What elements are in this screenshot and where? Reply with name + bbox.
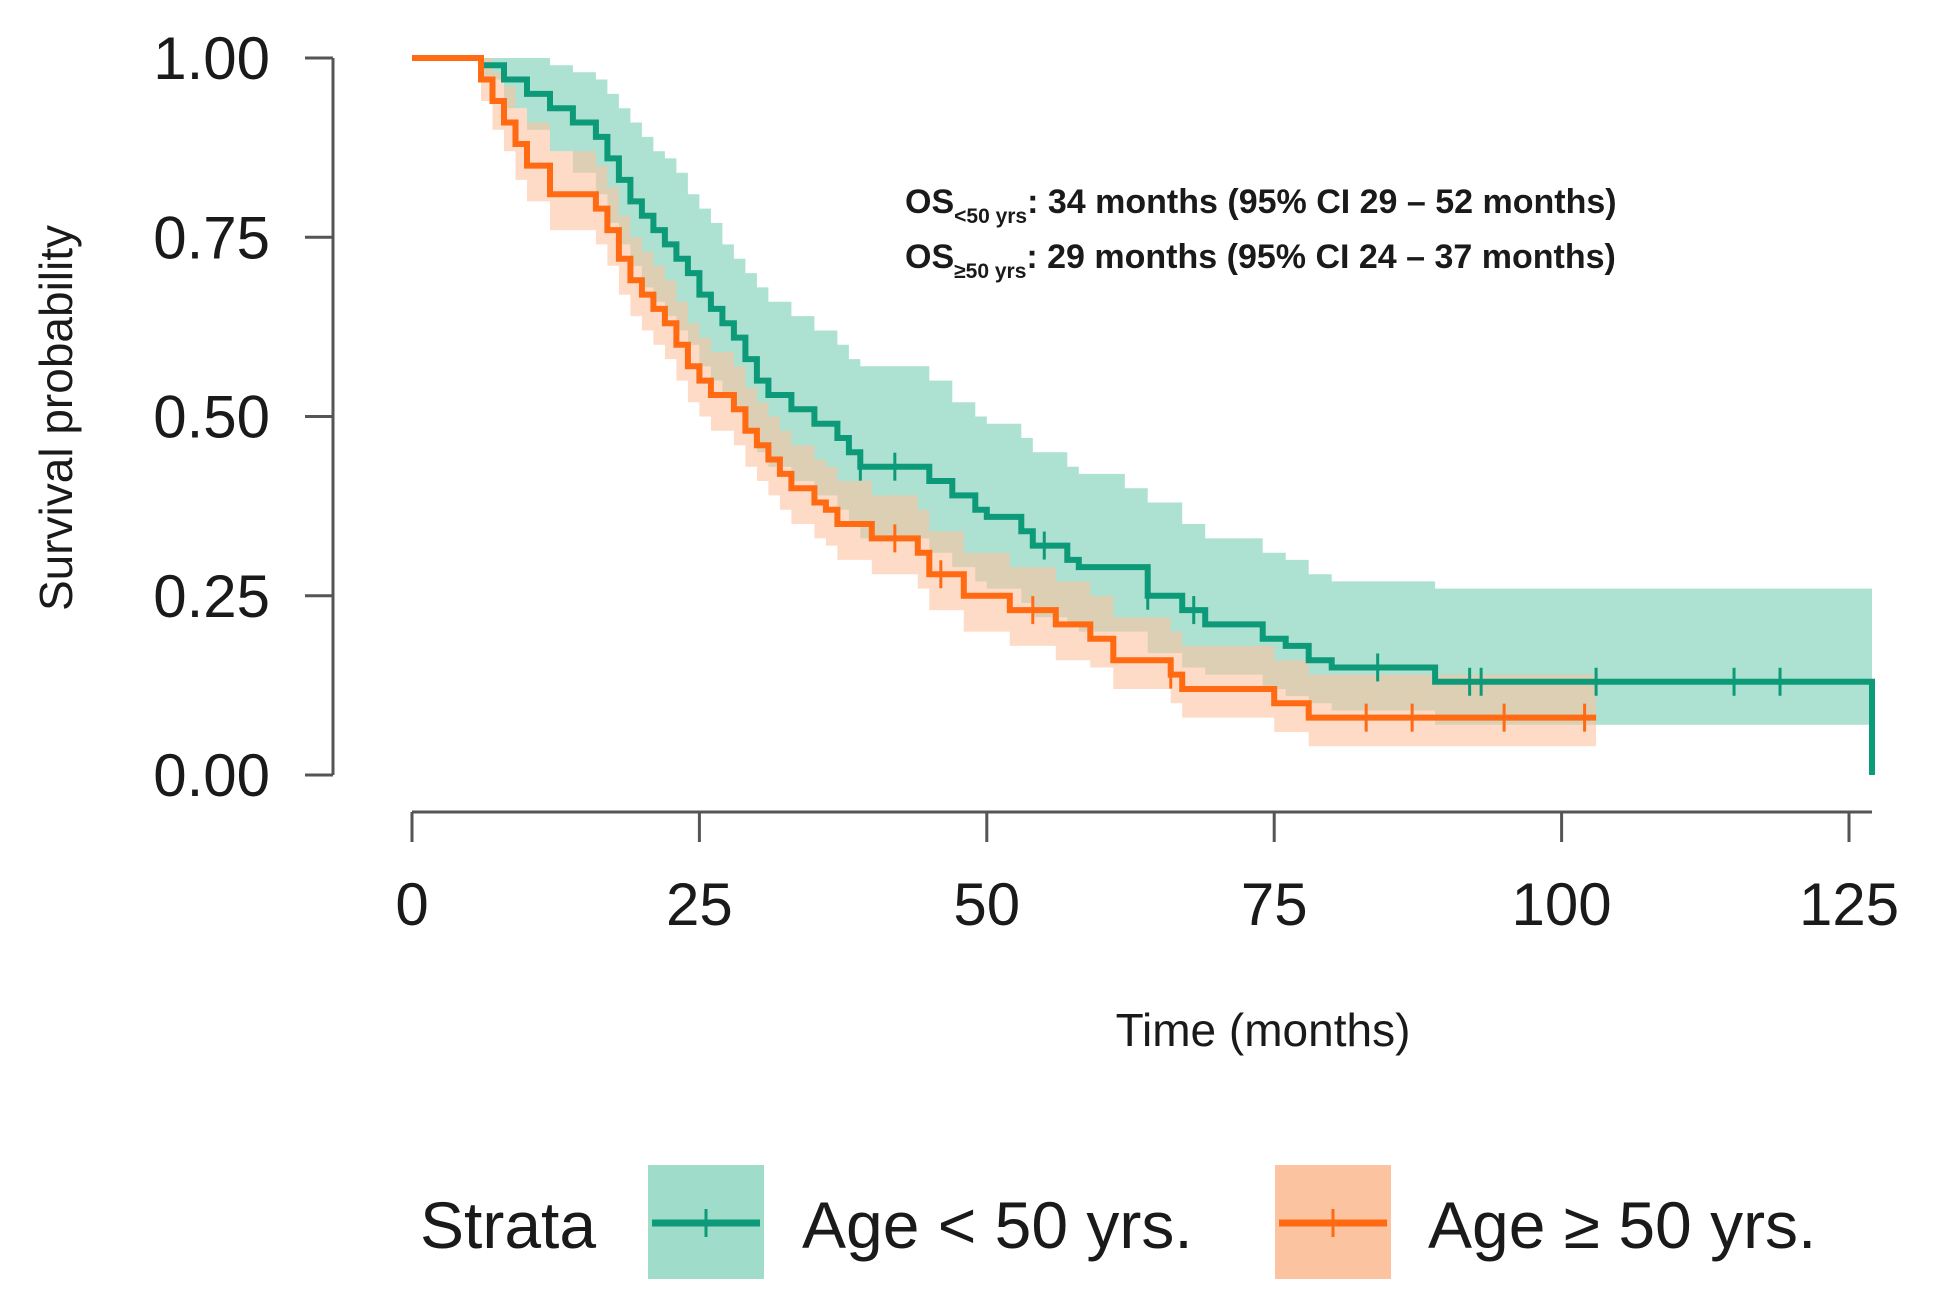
os-annotation-1: OS<50 yrs: 34 months (95% CI 29 – 52 mon…: [905, 183, 1617, 228]
y-tick-label: 0.25: [153, 563, 270, 630]
legend-label-over50: Age ≥ 50 yrs.: [1428, 1188, 1816, 1262]
survival-line-under50: [412, 55, 1875, 775]
ci-band-over50: [412, 58, 1597, 747]
os-annotation-2-sub: ≥50 yrs: [954, 260, 1026, 283]
y-ticks: 0.00 0.25 0.50 0.75 1.00: [153, 25, 333, 809]
os-annotation-1-main: OS: [905, 183, 954, 221]
x-tick-label: 100: [1512, 871, 1612, 938]
survival-curves: [412, 55, 1875, 775]
y-tick-label: 0.00: [153, 742, 270, 809]
x-tick-label: 50: [953, 871, 1020, 938]
ci-band-under50: [412, 58, 1872, 725]
confidence-bands: [412, 58, 1872, 747]
svg-text:OS≥50 yrs: 29 months (95% CI 2: OS≥50 yrs: 29 months (95% CI 24 – 37 mon…: [905, 238, 1616, 283]
legend: Strata Age < 50 yrs. Age ≥ 50 yrs.: [420, 1165, 1816, 1279]
svg-text:OS<50 yrs: 34 months (95% CI 2: OS<50 yrs: 34 months (95% CI 29 – 52 mon…: [905, 183, 1617, 228]
os-annotation-1-sub: <50 yrs: [954, 205, 1027, 228]
y-tick-label: 0.50: [153, 384, 270, 451]
os-annotation-1-text: : 34 months (95% CI 29 – 52 months): [1027, 183, 1617, 221]
y-tick-label: 1.00: [153, 25, 270, 92]
x-ticks: 0 25 50 75 100 125: [395, 812, 1899, 938]
y-axis-title: Survival probability: [30, 225, 82, 611]
x-tick-label: 0: [395, 871, 428, 938]
x-tick-label: 125: [1799, 871, 1899, 938]
os-annotation-2-main: OS: [905, 238, 954, 276]
os-annotation-2-text: : 29 months (95% CI 24 – 37 months): [1026, 238, 1616, 276]
legend-title: Strata: [420, 1188, 596, 1262]
x-tick-label: 25: [666, 871, 733, 938]
x-axis-title: Time (months): [1116, 1004, 1411, 1056]
y-tick-label: 0.75: [153, 204, 270, 271]
survival-line-over50: [412, 55, 1597, 721]
os-annotation-2: OS≥50 yrs: 29 months (95% CI 24 – 37 mon…: [905, 238, 1616, 283]
legend-label-under50: Age < 50 yrs.: [802, 1188, 1193, 1262]
x-tick-label: 75: [1241, 871, 1308, 938]
